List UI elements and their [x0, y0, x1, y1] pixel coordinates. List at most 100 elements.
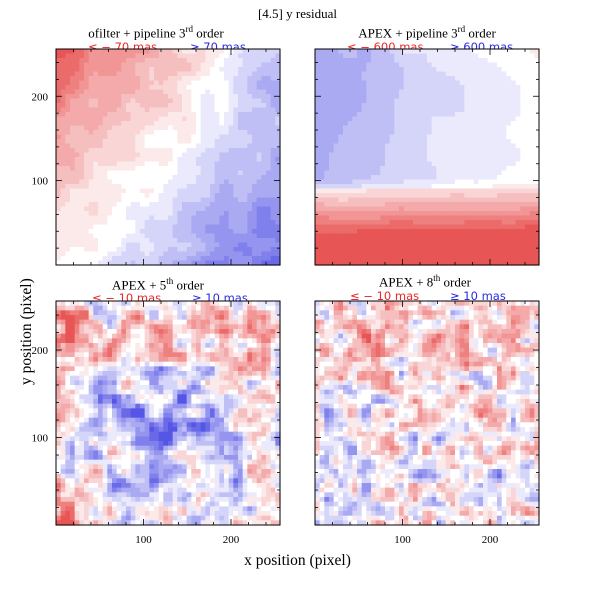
heatmap-cell	[501, 103, 507, 109]
heatmap-cell	[380, 220, 386, 226]
heatmap-cell	[74, 152, 80, 158]
heatmap-cell	[506, 260, 512, 266]
heatmap-cell	[403, 103, 409, 109]
heatmap-cell	[79, 315, 85, 321]
heatmap-cell	[210, 134, 216, 140]
heatmap-cell	[441, 134, 447, 140]
heatmap-cell	[506, 112, 512, 118]
heatmap-cell	[107, 238, 113, 244]
heatmap-cell	[186, 238, 192, 244]
heatmap-cell	[140, 62, 146, 68]
heatmap-cell	[238, 256, 244, 262]
heatmap-cell	[525, 121, 531, 127]
heatmap-cell	[116, 247, 122, 253]
heatmap-cell	[478, 220, 484, 226]
heatmap-cell	[107, 116, 113, 122]
heatmap-cell	[380, 211, 386, 217]
heatmap-cell	[501, 116, 507, 122]
heatmap-cell	[214, 206, 220, 212]
heatmap-cell	[270, 80, 276, 86]
heatmap-cell	[478, 103, 484, 109]
heatmap-cell	[319, 184, 325, 190]
heatmap-cell	[79, 76, 85, 82]
heatmap-cell	[266, 179, 272, 185]
heatmap-cell	[182, 134, 188, 140]
heatmap-cell	[338, 247, 344, 253]
heatmap-cell	[79, 80, 85, 86]
heatmap-cell	[473, 157, 479, 163]
heatmap-cell	[70, 385, 76, 391]
heatmap-cell	[102, 125, 108, 131]
heatmap-cell	[210, 148, 216, 154]
heatmap-cell	[140, 49, 146, 55]
heatmap-cell	[469, 170, 475, 176]
heatmap-cell	[154, 242, 160, 248]
heatmap-cell	[455, 170, 461, 176]
heatmap-cell	[177, 62, 183, 68]
heatmap-cell	[329, 134, 335, 140]
heatmap-cell	[140, 197, 146, 203]
heatmap-cell	[338, 260, 344, 266]
heatmap-cell	[65, 417, 71, 423]
heatmap-cell	[149, 256, 155, 262]
heatmap-cell	[361, 125, 367, 131]
heatmap-cell	[107, 94, 113, 100]
heatmap-cell	[158, 206, 164, 212]
heatmap-cell	[168, 94, 174, 100]
heatmap-cell	[210, 76, 216, 82]
heatmap-cell	[56, 459, 62, 465]
heatmap-cell	[93, 193, 99, 199]
heatmap-cell	[158, 85, 164, 91]
heatmap-cell	[163, 202, 169, 208]
heatmap-cell	[210, 224, 216, 230]
heatmap-cell	[60, 179, 66, 185]
heatmap-cell	[413, 94, 419, 100]
heatmap-cell	[375, 89, 381, 95]
heatmap-cell	[74, 511, 80, 517]
heatmap-cell	[163, 67, 169, 73]
heatmap-cell	[186, 139, 192, 145]
heatmap-cell	[144, 238, 150, 244]
heatmap-cell	[65, 242, 71, 248]
heatmap-cell	[93, 157, 99, 163]
heatmap-cell	[121, 103, 127, 109]
heatmap-cell	[158, 242, 164, 248]
heatmap-cell	[427, 103, 433, 109]
heatmap-cell	[464, 220, 470, 226]
heatmap-cell	[233, 76, 239, 82]
heatmap-cell	[315, 134, 321, 140]
heatmap-cell	[534, 179, 540, 185]
heatmap-cell	[214, 202, 220, 208]
heatmap-cell	[534, 134, 540, 140]
heatmap-cell	[149, 80, 155, 86]
heatmap-cell	[163, 224, 169, 230]
heatmap-cell	[140, 215, 146, 221]
heatmap-cell	[200, 121, 206, 127]
heatmap-cell	[191, 211, 197, 217]
heatmap-cell	[399, 206, 405, 212]
heatmap-cell	[380, 80, 386, 86]
heatmap-cell	[205, 112, 211, 118]
heatmap-cell	[413, 161, 419, 167]
heatmap-cell	[529, 247, 535, 253]
heatmap-cell	[492, 107, 498, 113]
heatmap-cell	[436, 193, 442, 199]
heatmap-cell	[375, 80, 381, 86]
heatmap-cell	[371, 53, 377, 59]
heatmap-cell	[399, 242, 405, 248]
heatmap-cell	[352, 53, 358, 59]
heatmap-cell	[74, 89, 80, 95]
heatmap-cell	[98, 188, 104, 194]
heatmap-cell	[352, 238, 358, 244]
heatmap-cell	[56, 385, 62, 391]
heatmap-cell	[233, 53, 239, 59]
heatmap-cell	[473, 116, 479, 122]
heatmap-cell	[233, 220, 239, 226]
heatmap-cell	[469, 242, 475, 248]
heatmap-cell	[492, 260, 498, 266]
heatmap-cell	[70, 310, 76, 316]
heatmap-cell	[408, 134, 414, 140]
heatmap-cell	[431, 80, 437, 86]
heatmap-cell	[427, 49, 433, 55]
heatmap-cell	[445, 157, 451, 163]
